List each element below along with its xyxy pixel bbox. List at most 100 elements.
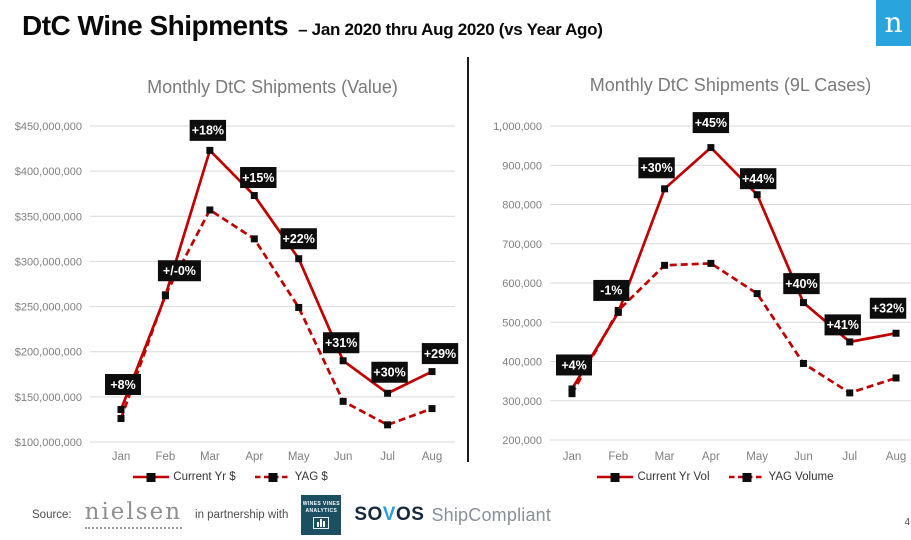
data-point-marker bbox=[428, 405, 436, 413]
legend-label: Current Yr Vol bbox=[637, 471, 710, 483]
y-axis-label: $100,000,000 bbox=[15, 437, 82, 449]
pct-change-label-box bbox=[869, 297, 907, 319]
y-axis-label: 600,000 bbox=[502, 278, 542, 290]
sovos-v: V bbox=[382, 504, 396, 525]
pct-change-label-box bbox=[783, 273, 820, 295]
pct-change-label: +31% bbox=[325, 336, 357, 350]
y-axis-label: 200,000 bbox=[502, 435, 542, 447]
cases-chart: 200,000 300,000 400,000 500,000 600,000 700,0… bbox=[493, 112, 911, 463]
data-point-marker bbox=[661, 261, 669, 269]
wines-vines-analytics-logo: WINES VINES ANALYTICS bbox=[301, 495, 342, 535]
data-point-marker bbox=[799, 359, 807, 367]
x-axis-label: Aug bbox=[422, 451, 442, 463]
y-axis-label: 700,000 bbox=[502, 239, 542, 251]
nielsen-wordmark: nielsen bbox=[84, 501, 183, 529]
x-axis-label: Feb bbox=[608, 451, 628, 463]
y-axis-label: 400,000 bbox=[502, 357, 542, 369]
data-point-marker bbox=[250, 192, 258, 200]
page-header: DtC Wine Shipments – Jan 2020 thru Aug 2… bbox=[22, 10, 603, 42]
pct-change-label: +18% bbox=[192, 124, 224, 138]
shipcompliant-logo: ShipCompliant bbox=[431, 504, 552, 525]
data-point-marker bbox=[428, 368, 436, 376]
pct-change-label: +40% bbox=[785, 277, 817, 291]
data-point-marker bbox=[846, 338, 854, 346]
x-axis-label: Mar bbox=[655, 451, 675, 463]
data-point-marker bbox=[846, 389, 854, 397]
yag-volume-line bbox=[570, 262, 897, 395]
pct-change-label-box bbox=[105, 373, 141, 395]
data-point-marker bbox=[206, 146, 214, 154]
y-axis-label: 800,000 bbox=[502, 200, 542, 212]
panel-divider bbox=[467, 57, 469, 462]
data-point-marker bbox=[295, 255, 303, 263]
legend-item: Current Yr Vol bbox=[596, 471, 710, 483]
data-point-marker bbox=[384, 421, 392, 429]
x-axis-label: Aug bbox=[886, 451, 906, 463]
value-chart-legend: Current Yr $ YAG $ bbox=[0, 471, 460, 483]
data-point-marker bbox=[295, 303, 303, 311]
pct-change-label-box bbox=[739, 168, 777, 190]
cases-chart-title: Monthly DtC Shipments (9L Cases) bbox=[589, 75, 872, 95]
y-axis-label: $400,000,000 bbox=[15, 166, 82, 178]
x-axis-label: May bbox=[288, 451, 310, 463]
value-chart-title: Monthly DtC Shipments (Value) bbox=[147, 77, 398, 97]
pct-change-label: +30% bbox=[373, 366, 405, 380]
y-axis-label: 900,000 bbox=[502, 160, 542, 172]
data-point-marker bbox=[568, 385, 576, 393]
wva-logo-line1: WINES VINES bbox=[302, 501, 340, 507]
pct-change-label: +29% bbox=[424, 347, 456, 361]
legend-solid-line-icon bbox=[597, 473, 634, 482]
y-axis-label: $150,000,000 bbox=[15, 392, 82, 404]
data-point-marker bbox=[250, 235, 258, 243]
y-axis-label: $200,000,000 bbox=[15, 347, 82, 359]
pct-change-label: +44% bbox=[742, 172, 774, 186]
legend-solid-line-icon bbox=[133, 473, 170, 482]
pct-change-label-box bbox=[638, 157, 675, 179]
bar-chart-icon bbox=[313, 517, 330, 529]
pct-change-label: -1% bbox=[600, 284, 622, 298]
pct-change-label: +30% bbox=[640, 161, 672, 175]
data-point-marker bbox=[339, 357, 347, 365]
data-point-marker bbox=[161, 292, 169, 300]
data-point-marker bbox=[568, 390, 576, 398]
pct-change-label: +4% bbox=[561, 358, 586, 372]
legend-item: YAG Volume bbox=[728, 471, 834, 483]
y-axis-label: 1,000,000 bbox=[493, 121, 542, 133]
y-axis-label: $350,000,000 bbox=[15, 211, 82, 223]
data-point-marker bbox=[614, 308, 622, 316]
y-axis-label: 300,000 bbox=[502, 396, 542, 408]
legend-item: Current Yr $ bbox=[132, 471, 236, 483]
footer: Source: nielsen in partnership with WINE… bbox=[32, 492, 551, 538]
data-point-marker bbox=[892, 329, 900, 337]
partnership-text: in partnership with bbox=[195, 509, 289, 521]
nielsen-logo: n bbox=[876, 0, 911, 46]
x-axis-label: Mar bbox=[200, 451, 220, 463]
pct-change-label: +/-0% bbox=[163, 264, 196, 278]
x-axis-label: Apr bbox=[245, 451, 263, 463]
pct-change-label-box bbox=[371, 361, 408, 383]
pct-change-label: +32% bbox=[872, 302, 904, 316]
pct-change-label-box bbox=[421, 343, 459, 365]
cases-chart-legend: Current Yr Vol YAG Volume bbox=[500, 471, 911, 483]
data-point-marker bbox=[892, 374, 900, 382]
y-axis-label: $450,000,000 bbox=[15, 121, 82, 133]
x-axis-label: Apr bbox=[702, 451, 720, 463]
data-point-marker bbox=[117, 405, 125, 413]
page-number: 4 bbox=[904, 517, 910, 528]
page-subtitle: – Jan 2020 thru Aug 2020 (vs Year Ago) bbox=[298, 20, 603, 39]
pct-change-label-box bbox=[556, 354, 592, 376]
data-point-marker bbox=[117, 415, 125, 423]
pct-change-label-box bbox=[824, 314, 861, 336]
current-yr-vol-line bbox=[570, 145, 897, 390]
pct-change-label-box bbox=[240, 167, 277, 189]
sovos-logo: SOVOS bbox=[354, 504, 424, 526]
x-axis-label: Jan bbox=[112, 451, 131, 463]
data-point-marker bbox=[799, 299, 807, 307]
nielsen-logo-letter: n bbox=[884, 6, 903, 39]
pct-change-label-box bbox=[157, 260, 201, 282]
wva-logo-line2: ANALYTICS bbox=[305, 508, 338, 514]
legend-label: YAG $ bbox=[294, 471, 328, 483]
pct-change-label-box bbox=[322, 332, 360, 354]
legend-label: YAG Volume bbox=[768, 471, 834, 483]
